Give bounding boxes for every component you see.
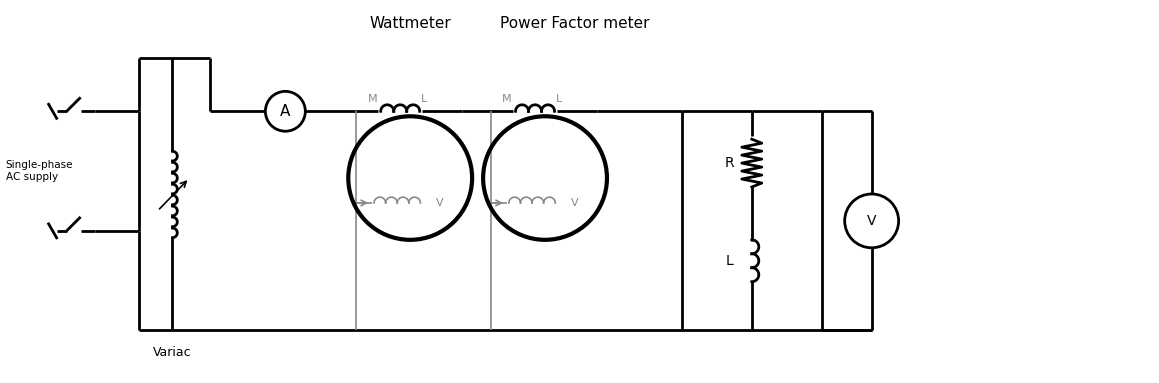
Text: L: L	[726, 254, 734, 268]
Text: M: M	[502, 94, 512, 104]
Text: Wattmeter: Wattmeter	[370, 16, 451, 31]
Text: M: M	[367, 94, 377, 104]
Text: A: A	[280, 104, 291, 119]
Text: Power Factor meter: Power Factor meter	[501, 16, 650, 31]
Text: V: V	[867, 214, 876, 228]
Text: L: L	[421, 94, 428, 104]
Text: Single-phase
AC supply: Single-phase AC supply	[6, 160, 73, 182]
Text: R: R	[726, 156, 735, 170]
Text: V: V	[436, 198, 444, 208]
Text: L: L	[556, 94, 562, 104]
Text: Variac: Variac	[153, 346, 191, 359]
Text: V: V	[571, 198, 578, 208]
